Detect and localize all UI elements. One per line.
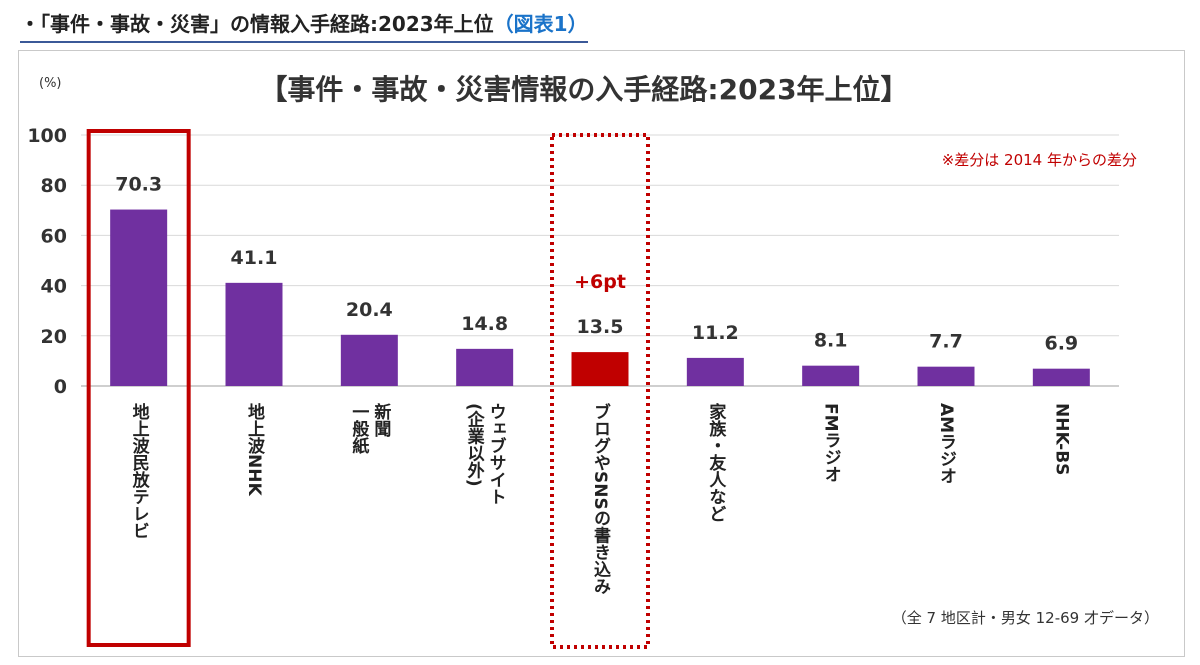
page-heading: ・「事件・事故・災害」の情報入手経路:2023年上位（図表1） — [20, 8, 588, 43]
data-label: 41.1 — [231, 247, 278, 269]
y-tick-label: 40 — [41, 276, 67, 298]
bar — [110, 209, 168, 386]
x-tick-label: 地上波民放テレビ — [129, 402, 151, 539]
x-tick-label: ウェブサイト — [486, 403, 506, 505]
bar — [802, 365, 860, 386]
difference-note: ※差分は 2014 年からの差分 — [942, 151, 1137, 169]
bar — [917, 366, 975, 386]
y-tick-label: 80 — [41, 175, 67, 197]
source-note: （全 7 地区計・男女 12-69 才データ） — [892, 609, 1159, 627]
page-heading-text: ・「事件・事故・災害」の情報入手経路:2023年上位 — [20, 12, 494, 36]
y-tick-label: 60 — [41, 225, 67, 247]
y-tick-label: 100 — [27, 125, 67, 147]
highlight-box-solid — [86, 129, 191, 647]
x-tick-label: ブログやSNSの書き込み — [590, 402, 611, 595]
figure-reference-link[interactable]: （図表1） — [493, 12, 588, 36]
data-label: 11.2 — [692, 322, 739, 344]
bar — [456, 348, 514, 386]
bar — [686, 357, 744, 386]
x-tick-label: 地上波NHK — [244, 402, 265, 496]
data-label: 20.4 — [346, 299, 393, 321]
x-tick-label: NHK-BS — [1051, 403, 1071, 475]
data-label: 6.9 — [1044, 333, 1078, 355]
bar — [1032, 368, 1090, 386]
x-tick-label: FMラジオ — [821, 403, 841, 483]
x-tick-label: 家族・友人など — [705, 402, 726, 522]
highlight-box-dotted — [550, 133, 650, 649]
x-tick-label: 一般紙 — [348, 403, 369, 455]
y-axis-label: (%) — [39, 76, 62, 91]
x-tick-label: AMラジオ — [936, 403, 956, 484]
highlight-annotation: +6pt — [574, 271, 626, 293]
data-label: 7.7 — [929, 331, 963, 353]
chart-title: 【事件・事故・災害情報の入手経路:2023年上位】 — [259, 73, 908, 106]
bar — [571, 352, 629, 386]
data-label: 13.5 — [577, 316, 624, 338]
chart-panel: 【事件・事故・災害情報の入手経路:2023年上位】 (%) 0 20 40 60 80 100… — [18, 50, 1185, 657]
y-tick-label: 20 — [41, 326, 67, 348]
bar — [225, 282, 283, 386]
bar — [340, 334, 398, 386]
y-tick-label: 0 — [54, 376, 67, 398]
data-label: 70.3 — [115, 174, 162, 196]
data-label: 8.1 — [814, 330, 848, 352]
x-tick-label: 新聞 — [370, 402, 391, 438]
bar-chart: 【事件・事故・災害情報の入手経路:2023年上位】 (%) 0 20 40 60 80 100… — [27, 73, 1159, 649]
data-label: 14.8 — [461, 313, 508, 335]
x-tick-label: (企業以外) — [464, 403, 486, 487]
